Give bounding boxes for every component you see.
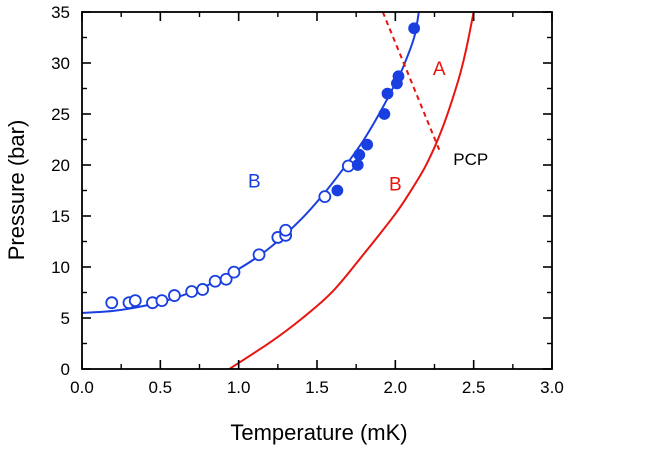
red-phase-boundary-line xyxy=(228,12,475,369)
plot-frame xyxy=(81,11,553,370)
filled-data-point xyxy=(361,138,374,151)
y-tick-label: 0 xyxy=(61,360,70,379)
y-axis-title: Pressure (bar) xyxy=(4,120,29,261)
annotation-pcp: PCP xyxy=(453,150,488,169)
annotation-b: B xyxy=(389,174,402,195)
open-data-point xyxy=(128,294,142,308)
y-tick-label: 30 xyxy=(51,54,70,73)
open-data-point xyxy=(208,274,222,288)
label-layer: 0.0 0.5 1.0 1.5 2.0 2.5 3.0 0 5 10 15 20 25 30 35 B A B PC… xyxy=(51,3,564,397)
x-tick-label: 1.5 xyxy=(305,378,329,397)
open-data-point xyxy=(227,265,241,279)
filled-data-point xyxy=(381,87,394,100)
filled-data-point xyxy=(351,159,364,171)
open-data-point xyxy=(279,223,293,237)
axes-layer xyxy=(81,11,553,370)
open-data-point xyxy=(105,296,119,310)
x-tick-label: 0.0 xyxy=(70,378,94,397)
y-tick-label: 35 xyxy=(51,3,70,22)
filled-data-point xyxy=(392,70,405,83)
y-tick-label: 15 xyxy=(51,207,70,226)
plot-layer xyxy=(82,12,475,369)
open-data-point xyxy=(185,285,199,298)
filled-data-point xyxy=(378,108,391,120)
annotation-a: A xyxy=(433,59,446,80)
y-tick-label: 5 xyxy=(61,309,70,328)
x-tick-label: 2.5 xyxy=(462,378,486,397)
open-data-point xyxy=(155,294,169,308)
filled-data-point xyxy=(353,148,366,161)
open-data-point xyxy=(196,283,210,296)
filled-data-point xyxy=(331,184,344,197)
y-tick-label: 10 xyxy=(51,258,70,277)
x-tick-label: 3.0 xyxy=(540,378,564,397)
x-tick-label: 1.0 xyxy=(227,378,251,397)
red-dashed-extension-line xyxy=(381,12,441,151)
open-data-point xyxy=(252,248,266,262)
open-data-point xyxy=(219,272,233,286)
open-data-point xyxy=(168,289,181,302)
y-tick-label: 20 xyxy=(51,156,70,175)
open-data-point xyxy=(318,190,332,204)
x-tick-label: 2.0 xyxy=(384,378,408,397)
annotation-b: B xyxy=(248,171,261,192)
x-tick-label: 0.5 xyxy=(149,378,173,397)
blue-fit-line xyxy=(82,12,420,314)
x-axis-title: Temperature (mK) xyxy=(230,420,407,445)
y-tick-label: 25 xyxy=(51,105,70,124)
filled-data-point xyxy=(408,22,421,35)
